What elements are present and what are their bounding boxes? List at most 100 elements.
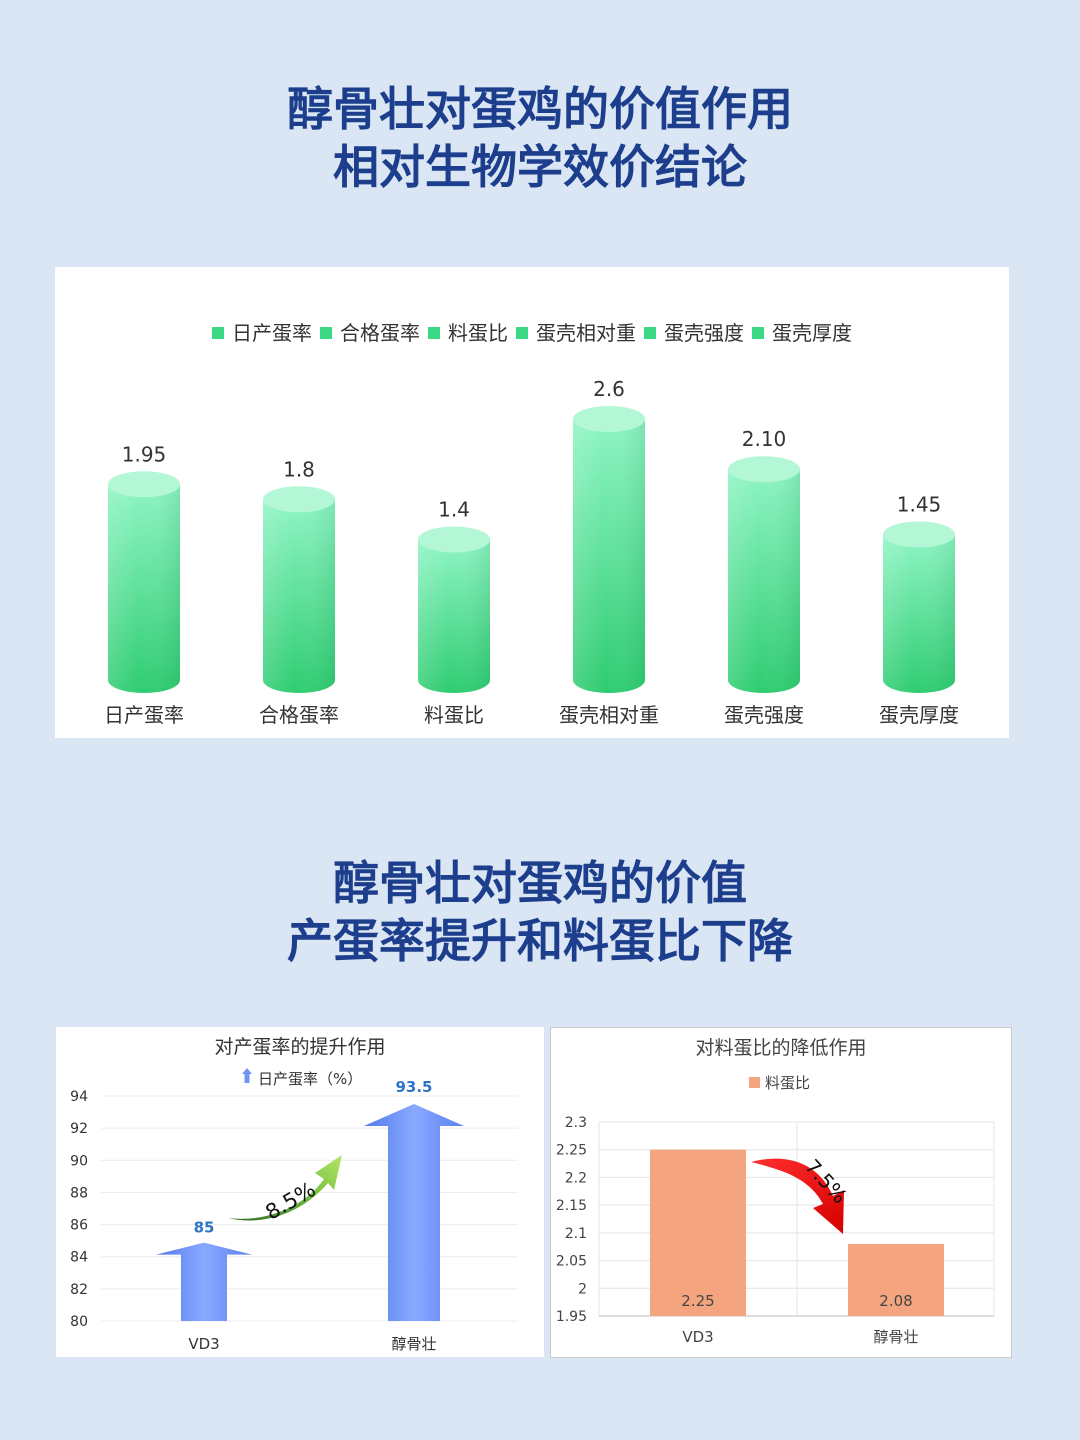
arrow-bar-1: [156, 1242, 252, 1321]
y-tick-label: 82: [70, 1282, 88, 1298]
cylinder-top: [728, 456, 800, 483]
y-tick-label: 2.2: [565, 1170, 587, 1186]
category-label: VD3: [188, 1335, 219, 1353]
bar-5: [728, 456, 800, 693]
legend-swatch: [212, 327, 224, 339]
category-label: 蛋壳厚度: [879, 703, 959, 727]
legend-swatch: [516, 327, 528, 339]
data-label: 2.6: [593, 377, 625, 401]
decrease-arrow: [751, 1158, 844, 1234]
y-tick-label: 2.15: [556, 1198, 587, 1214]
data-label: 1.4: [438, 497, 470, 521]
y-tick-label: 2: [578, 1281, 587, 1297]
legend-swatch-arrow: [242, 1068, 252, 1083]
data-label: 85: [194, 1219, 215, 1237]
legend-swatch: [752, 327, 764, 339]
legend-item: 合格蛋率: [320, 321, 420, 345]
legend-label: 日产蛋率（%）: [258, 1070, 362, 1088]
y-tick-label: 2.25: [556, 1143, 587, 1159]
data-label: 2.25: [681, 1292, 714, 1310]
y-tick-label: 2.1: [565, 1226, 587, 1242]
cylinder-shade: [418, 539, 490, 693]
y-tick-label: 2.05: [556, 1254, 587, 1270]
section1-heading: 醇骨壮对蛋鸡的价值作用 相对生物学效价结论: [0, 80, 1080, 196]
cylinder-top: [418, 526, 490, 553]
y-tick-label: 80: [70, 1314, 88, 1330]
legend-item: 蛋壳相对重: [516, 321, 636, 345]
category-label: 醇骨壮: [391, 1335, 436, 1353]
cylinder-shade: [573, 419, 645, 693]
cylinder-shade: [883, 534, 955, 693]
category-label: 蛋壳强度: [724, 703, 804, 727]
legend-label: 蛋壳强度: [664, 321, 744, 345]
increase-arrow: [228, 1155, 342, 1221]
legend-label: 日产蛋率: [232, 321, 312, 345]
arrow-bar-2: [364, 1104, 464, 1321]
legend-item: 料蛋比: [428, 321, 508, 345]
bar-3: [418, 526, 490, 693]
category-label: VD3: [682, 1328, 713, 1346]
section2-heading: 醇骨壮对蛋鸡的价值 产蛋率提升和料蛋比下降: [0, 854, 1080, 970]
chart-title: 对产蛋率的提升作用: [214, 1036, 385, 1058]
legend-swatch: [428, 327, 440, 339]
increase-percent: 8.5%: [261, 1177, 319, 1224]
decrease-arrow-shape: [751, 1158, 844, 1234]
cylinder-shade: [108, 484, 180, 693]
legend-label: 蛋壳厚度: [772, 321, 852, 345]
data-label: 1.8: [283, 457, 315, 481]
legend-item: 日产蛋率: [212, 321, 312, 345]
legend-label: 料蛋比: [448, 321, 508, 345]
y-tick-label: 90: [70, 1153, 88, 1169]
y-tick-label: 86: [70, 1218, 88, 1234]
data-label: 2.08: [879, 1292, 912, 1310]
category-label: 日产蛋率: [104, 703, 184, 727]
bar-6: [883, 521, 955, 693]
cylinder-chart-panel: 日产蛋率 合格蛋率 料蛋比 蛋壳相对重 蛋壳强度 蛋壳厚度 1.95 日产蛋率 1.8 合格蛋率 1…: [55, 267, 1009, 738]
data-label: 1.45: [897, 492, 942, 516]
legend-swatch: [644, 327, 656, 339]
section2-title-line2: 产蛋率提升和料蛋比下降: [287, 914, 793, 968]
cylinder-top: [108, 471, 180, 498]
bar-1: [108, 471, 180, 693]
legend-swatch: [320, 327, 332, 339]
category-label: 醇骨壮: [873, 1328, 918, 1346]
legend-label: 料蛋比: [765, 1074, 810, 1092]
arrow-shape: [156, 1242, 252, 1321]
y-tick-label: 1.95: [556, 1309, 587, 1325]
cylinder-shade: [728, 469, 800, 693]
legend-item: 蛋壳强度: [644, 321, 744, 345]
y-tick-label: 92: [70, 1121, 88, 1137]
bar-1: [650, 1149, 746, 1316]
category-label: 蛋壳相对重: [559, 703, 659, 727]
bar-2: [848, 1243, 944, 1316]
data-label: 2.10: [742, 427, 787, 451]
cylinder-top: [883, 521, 955, 548]
data-label: 93.5: [395, 1078, 432, 1096]
bar-2: [263, 486, 335, 693]
data-label: 1.95: [122, 442, 167, 466]
y-tick-label: 94: [70, 1089, 88, 1105]
arrow-shape: [364, 1104, 464, 1321]
legend-label: 蛋壳相对重: [536, 321, 636, 345]
legend-item: 蛋壳厚度: [752, 321, 852, 345]
section1-title-line1: 醇骨壮对蛋鸡的价值作用: [287, 82, 793, 136]
cylinder-top: [263, 486, 335, 513]
bar-4: [573, 406, 645, 693]
y-tick-label: 84: [70, 1250, 88, 1266]
cylinder-shade: [263, 499, 335, 693]
chart-title: 对料蛋比的降低作用: [695, 1037, 866, 1059]
feed-egg-ratio-chart-panel: 对料蛋比的降低作用料蛋比 1.95 2 2.05 2.1 2.15 2.2 2.25 2.3 2.…: [550, 1027, 1012, 1358]
increase-arrow-shape: [228, 1155, 342, 1221]
y-tick-label: 2.3: [565, 1115, 587, 1131]
section1-title-line2: 相对生物学效价结论: [333, 140, 747, 194]
category-label: 料蛋比: [424, 703, 484, 727]
cylinder-top: [573, 406, 645, 432]
y-tick-label: 88: [70, 1185, 88, 1201]
legend-swatch: [749, 1077, 760, 1088]
section2-title-line1: 醇骨壮对蛋鸡的价值: [333, 856, 747, 910]
legend-label: 合格蛋率: [340, 321, 420, 345]
laying-rate-chart-panel: 对产蛋率的提升作用日产蛋率（%） 80 82 84 86 88 90 92 94 85 VD3 93.…: [56, 1027, 544, 1357]
cylinder-chart: 日产蛋率 合格蛋率 料蛋比 蛋壳相对重 蛋壳强度 蛋壳厚度1.95日产蛋率1.8合格蛋率1…: [104, 321, 959, 727]
